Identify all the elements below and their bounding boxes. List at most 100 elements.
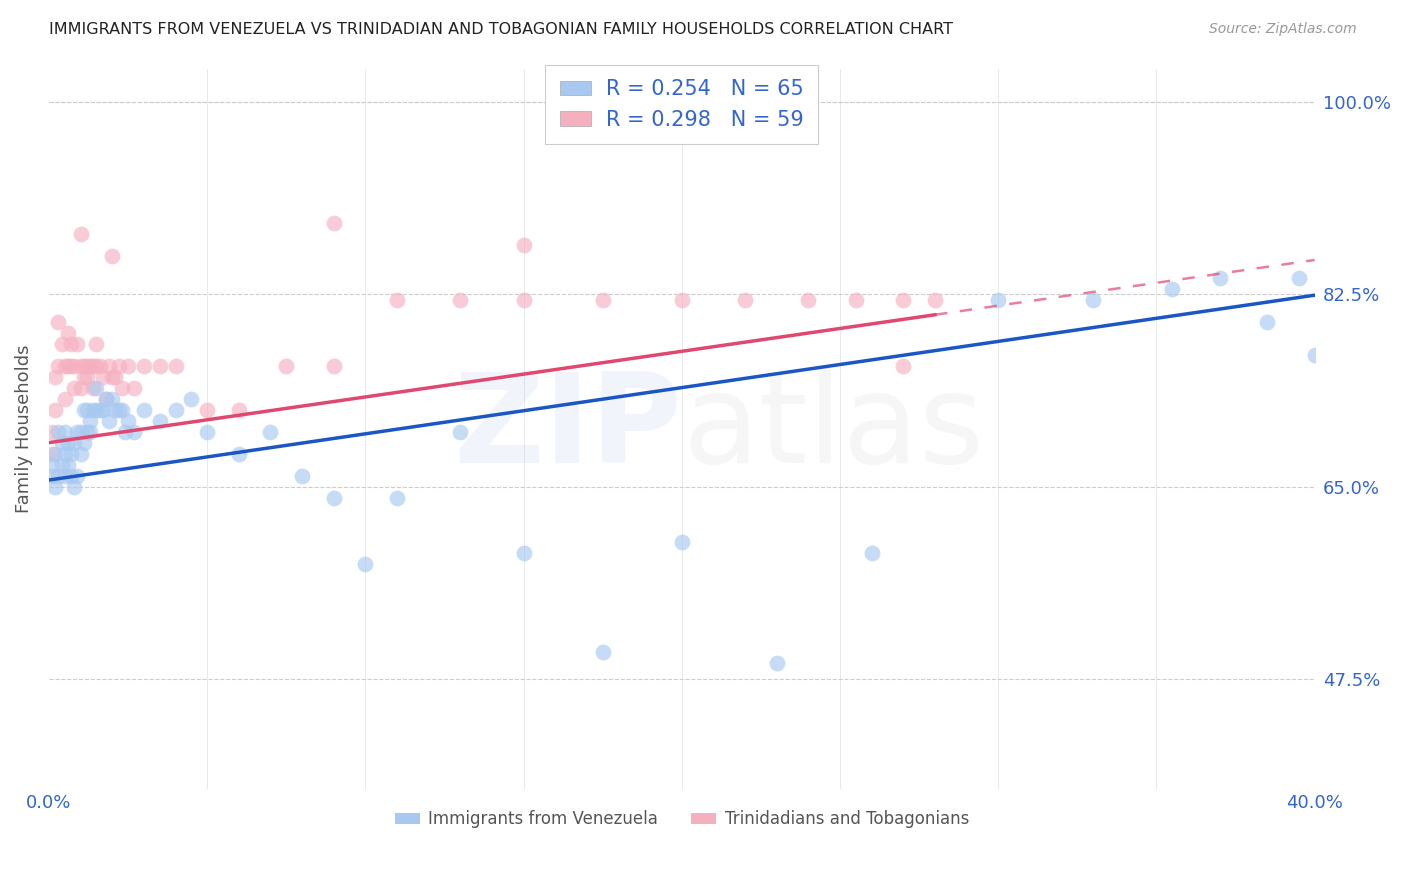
Point [124, 381, 146, 395]
Point [860, 546, 883, 560]
Point [89, 402, 111, 417]
Point [66, 468, 89, 483]
Point [48, 468, 70, 483]
Point [385, 293, 408, 307]
Point [449, 425, 471, 439]
Point [924, 293, 946, 307]
Point [63, 480, 86, 494]
Point [44, 480, 66, 494]
Point [63, 381, 86, 395]
Y-axis label: Family Households: Family Households [15, 344, 32, 513]
Point [1161, 282, 1184, 296]
Point [53, 359, 76, 373]
Point [149, 359, 172, 373]
Point [56, 435, 79, 450]
Point [41, 458, 63, 472]
Point [48, 315, 70, 329]
Point [195, 425, 218, 439]
Point [41, 447, 63, 461]
Point [891, 293, 914, 307]
Point [86, 381, 108, 395]
Point [41, 425, 63, 439]
Point [322, 491, 344, 505]
Point [449, 293, 471, 307]
Point [73, 359, 96, 373]
Point [165, 402, 187, 417]
Point [48, 359, 70, 373]
Point [73, 369, 96, 384]
Point [94, 392, 117, 406]
Point [44, 402, 66, 417]
Point [98, 359, 121, 373]
Text: ZIP: ZIP [454, 368, 682, 490]
Point [73, 402, 96, 417]
Point [69, 425, 91, 439]
Text: IMMIGRANTS FROM VENEZUELA VS TRINIDADIAN AND TOBAGONIAN FAMILY HOUSEHOLDS CORREL: IMMIGRANTS FROM VENEZUELA VS TRINIDADIAN… [49, 22, 953, 37]
Point [592, 293, 614, 307]
Point [322, 359, 344, 373]
Text: Source: ZipAtlas.com: Source: ZipAtlas.com [1209, 22, 1357, 37]
Point [101, 392, 124, 406]
Point [512, 237, 534, 252]
Point [48, 425, 70, 439]
Point [891, 359, 914, 373]
Point [734, 293, 756, 307]
Point [44, 369, 66, 384]
Point [1256, 315, 1278, 329]
Point [44, 447, 66, 461]
Point [845, 293, 868, 307]
Point [76, 425, 98, 439]
Point [149, 414, 172, 428]
Point [322, 216, 344, 230]
Point [1083, 293, 1105, 307]
Point [63, 359, 86, 373]
Point [69, 447, 91, 461]
Point [60, 447, 83, 461]
Point [107, 359, 129, 373]
Point [51, 336, 73, 351]
Point [53, 392, 76, 406]
Point [73, 435, 96, 450]
Point [53, 425, 76, 439]
Point [228, 402, 250, 417]
Point [101, 249, 124, 263]
Point [111, 402, 134, 417]
Point [51, 435, 73, 450]
Point [107, 402, 129, 417]
Point [180, 392, 202, 406]
Point [1209, 270, 1232, 285]
Point [111, 381, 134, 395]
Point [259, 425, 281, 439]
Point [86, 359, 108, 373]
Point [512, 293, 534, 307]
Point [132, 402, 155, 417]
Point [69, 381, 91, 395]
Point [91, 402, 114, 417]
Point [765, 656, 787, 670]
Point [354, 557, 377, 571]
Point [41, 468, 63, 483]
Point [69, 359, 91, 373]
Point [117, 414, 139, 428]
Point [291, 468, 314, 483]
Point [76, 359, 98, 373]
Point [98, 414, 121, 428]
Point [1303, 348, 1326, 362]
Point [53, 447, 76, 461]
Point [89, 359, 111, 373]
Point [592, 645, 614, 659]
Point [94, 392, 117, 406]
Point [101, 369, 124, 384]
Point [79, 414, 101, 428]
Point [63, 435, 86, 450]
Point [91, 369, 114, 384]
Point [385, 491, 408, 505]
Point [66, 336, 89, 351]
Point [56, 326, 79, 340]
Point [51, 458, 73, 472]
Text: atlas: atlas [683, 368, 984, 490]
Point [60, 336, 83, 351]
Point [82, 402, 104, 417]
Point [56, 458, 79, 472]
Legend: Immigrants from Venezuela, Trinidadians and Tobagonians: Immigrants from Venezuela, Trinidadians … [388, 804, 976, 835]
